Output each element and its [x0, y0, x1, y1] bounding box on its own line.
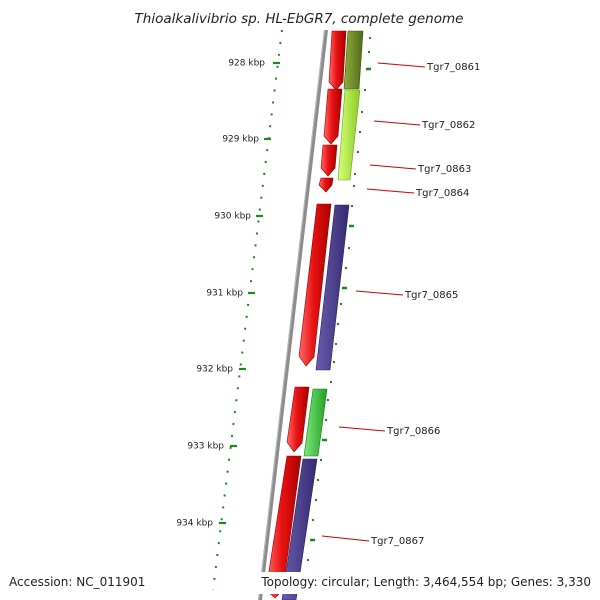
cds-arrow-minus — [328, 30, 347, 91]
gene-label[interactable]: Tgr7_0866 — [386, 426, 440, 437]
gene-leader-lines — [321, 62, 426, 542]
ruler-label: 931 kbp — [206, 289, 243, 299]
minus-strand-track — [265, 30, 347, 599]
cds-arrow-minus — [320, 144, 338, 177]
gene-label[interactable]: Tgr7_0861 — [426, 62, 480, 73]
ruler-label: 933 kbp — [187, 442, 224, 452]
ruler-label: 929 kbp — [222, 135, 259, 145]
plus-strand-track — [281, 30, 364, 600]
gene-label[interactable]: Tgr7_0864 — [415, 188, 469, 199]
outer-marker-strip — [307, 37, 371, 561]
ruler-label: 928 kbp — [228, 59, 265, 69]
cds-arrow-minus — [286, 386, 310, 453]
ruler-label: 932 kbp — [196, 365, 233, 375]
gene-label[interactable]: Tgr7_0867 — [370, 536, 424, 547]
cds-bar-plus — [343, 30, 364, 90]
cds-arrow-minus — [323, 88, 343, 145]
cds-arrow-minus — [318, 177, 334, 193]
cds-bar-plus — [281, 458, 318, 600]
genome-backbone — [258, 29, 328, 600]
ruler: 928 kbp 929 kbp 930 kbp 931 kbp 932 kbp … — [176, 59, 280, 529]
cds-bar-plus — [337, 89, 361, 181]
ruler-label: 930 kbp — [214, 212, 251, 222]
gene-label[interactable]: Tgr7_0863 — [417, 164, 471, 175]
map-title: Thioalkalivibrio sp. HL-EbGR7, complete … — [135, 11, 464, 27]
gene-labels: Tgr7_0861 Tgr7_0862 Tgr7_0863 Tgr7_0864 … — [370, 62, 480, 547]
footer-summary-bg — [258, 572, 598, 594]
gene-label[interactable]: Tgr7_0865 — [404, 290, 458, 301]
cds-bar-plus — [315, 204, 350, 371]
ruler-label: 934 kbp — [176, 519, 213, 529]
accession-text: Accession: NC_011901 — [9, 575, 145, 589]
cds-bar-plus — [303, 388, 328, 457]
gene-label[interactable]: Tgr7_0862 — [421, 120, 475, 131]
genome-backbone-highlight — [258, 29, 326, 600]
genome-summary-text: Topology: circular; Length: 3,464,554 bp… — [260, 575, 591, 589]
cds-arrow-minus — [298, 203, 332, 367]
